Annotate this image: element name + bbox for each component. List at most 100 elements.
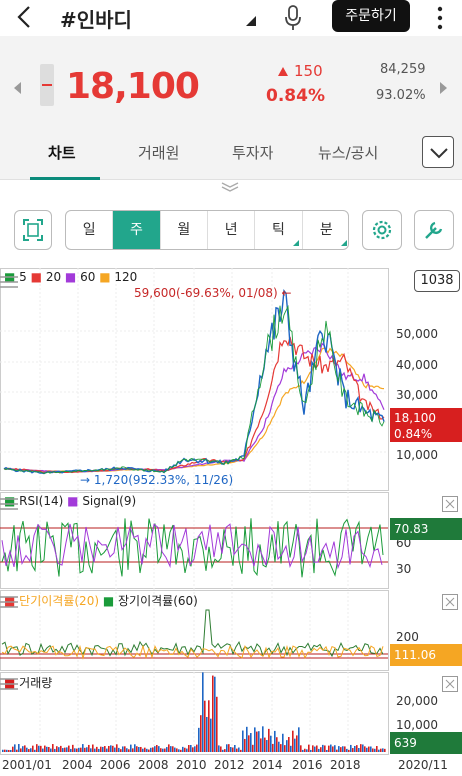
settings-button[interactable] <box>362 210 402 250</box>
back-icon[interactable] <box>12 4 38 30</box>
volume-bar <box>258 731 260 752</box>
volume-rate: 93.02% <box>376 88 426 103</box>
volume-bar <box>290 745 292 752</box>
volume-bar <box>228 744 230 752</box>
order-button[interactable]: 주문하기 <box>332 0 410 32</box>
volume-bar <box>336 749 338 752</box>
volume-bar <box>348 749 350 752</box>
volume-bar <box>136 746 138 752</box>
volume-bar <box>146 748 148 752</box>
ma-60-label: 60 <box>80 270 96 284</box>
panel-menu-icon[interactable] <box>0 678 18 690</box>
low-annotation-text: 1,720(952.33%, 11/26) <box>93 473 234 487</box>
x-tick: 2014 <box>252 758 283 772</box>
volume-bar <box>60 745 62 752</box>
volume-bar <box>378 749 380 752</box>
volume-bar <box>32 745 34 752</box>
short-disparity-label: 단기이격률(20) <box>19 594 100 608</box>
panel-menu-icon[interactable] <box>0 498 18 510</box>
prev-stock-arrow-icon[interactable] <box>14 82 21 94</box>
volume-bar <box>100 746 102 752</box>
stock-title[interactable]: #인바디 <box>60 8 132 32</box>
volume-bar <box>288 737 290 752</box>
volume-bar <box>278 741 280 752</box>
volume-bar <box>226 744 228 752</box>
volume-bar <box>94 748 96 752</box>
volume-bar <box>82 744 84 752</box>
volume-bar <box>334 745 336 752</box>
volume-bar <box>238 747 240 752</box>
tab-expand-button[interactable] <box>422 136 454 168</box>
period-tick-label: 틱 <box>272 222 285 238</box>
volume-bar <box>190 744 192 752</box>
volume-bar <box>30 748 32 752</box>
next-stock-arrow-icon[interactable] <box>440 82 447 94</box>
close-icon[interactable] <box>442 594 458 610</box>
period-minute[interactable]: 분 <box>303 211 348 249</box>
period-month[interactable]: 월 <box>161 211 208 249</box>
tab-broker[interactable]: 거래원 <box>138 144 180 162</box>
volume-bar <box>332 746 334 752</box>
price-chart-svg[interactable] <box>0 266 462 776</box>
volume-bar <box>164 748 166 752</box>
volume-bar <box>354 745 356 752</box>
collapse-handle-icon[interactable] <box>220 182 240 192</box>
volume-bar <box>112 745 114 752</box>
volume-bar <box>24 745 26 752</box>
volume-bar <box>18 744 20 752</box>
volume-bar <box>106 748 108 752</box>
tab-news[interactable]: 뉴스/공시 <box>318 144 379 162</box>
rsi-line <box>1 518 384 578</box>
wrench-icon <box>425 221 443 239</box>
volume-bar <box>212 675 214 752</box>
fullscreen-button[interactable] <box>14 210 52 250</box>
volume-bar <box>308 744 310 752</box>
chart-area[interactable]: ■ 5 ■ 20 ■ 60 ■ 120 59,600(-69.63%, 01/0… <box>0 266 462 776</box>
volume-bar <box>208 700 210 752</box>
volume-bar <box>22 746 24 752</box>
tools-button[interactable] <box>414 210 454 250</box>
dropdown-icon[interactable] <box>246 16 256 26</box>
period-tick[interactable]: 틱 <box>255 211 303 249</box>
panel-frame <box>0 590 389 671</box>
volume-bar <box>48 746 50 752</box>
close-icon[interactable] <box>442 496 458 512</box>
disparity-current-badge: 111.06 <box>390 644 462 666</box>
active-tab-indicator <box>30 177 100 180</box>
up-triangle-icon <box>278 67 288 76</box>
volume-bar <box>236 748 238 752</box>
period-week[interactable]: 주 <box>113 211 161 249</box>
volume-bar <box>66 747 68 752</box>
volume-bar <box>46 746 48 752</box>
panel-menu-icon[interactable] <box>0 596 18 608</box>
volume-bar <box>76 748 78 752</box>
mini-candle-icon <box>40 64 54 106</box>
volume-bar <box>166 747 168 752</box>
price-change-value: 150 <box>294 62 323 80</box>
volume-bar <box>62 748 64 752</box>
volume-bar <box>152 747 154 752</box>
volume-tick: 10,000 <box>396 718 438 732</box>
microphone-icon[interactable] <box>283 4 303 32</box>
volume-bar <box>214 676 216 752</box>
more-options-icon[interactable] <box>434 4 446 32</box>
period-day[interactable]: 일 <box>66 211 114 249</box>
signal-label: Signal(9) <box>82 494 137 508</box>
volume-bar <box>260 738 262 752</box>
period-year[interactable]: 년 <box>208 211 256 249</box>
quote-panel: 18,100 150 0.84% 84,259 93.02% <box>0 36 462 128</box>
volume-bar <box>86 747 88 752</box>
volume-bar <box>366 747 368 752</box>
tab-investor[interactable]: 투자자 <box>232 144 274 162</box>
volume-bar <box>182 746 184 752</box>
zoom-value[interactable]: 1038 <box>414 270 460 292</box>
close-icon[interactable] <box>442 676 458 692</box>
y-tick: 50,000 <box>396 327 438 341</box>
volume-bar <box>120 749 122 752</box>
tab-chart[interactable]: 차트 <box>48 144 76 162</box>
volume-bar <box>128 749 130 752</box>
volume-bar <box>52 744 54 752</box>
panel-menu-icon[interactable] <box>0 276 18 288</box>
volume-bar <box>40 745 42 752</box>
volume-bar <box>156 744 158 752</box>
